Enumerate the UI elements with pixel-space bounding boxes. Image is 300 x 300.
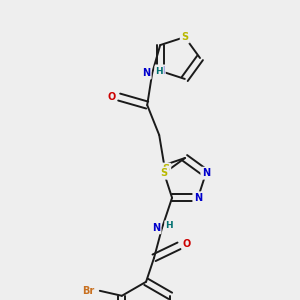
Text: N: N: [156, 66, 164, 76]
Text: N: N: [152, 223, 160, 233]
Text: S: S: [181, 32, 188, 42]
Text: N: N: [142, 68, 150, 78]
Text: N: N: [194, 193, 202, 203]
Text: O: O: [107, 92, 115, 102]
Text: H: H: [165, 221, 173, 230]
Text: S: S: [163, 164, 170, 174]
Text: H: H: [155, 67, 163, 76]
Text: S: S: [160, 168, 168, 178]
Text: N: N: [202, 168, 210, 178]
Text: O: O: [183, 239, 191, 249]
Text: Br: Br: [82, 286, 94, 296]
